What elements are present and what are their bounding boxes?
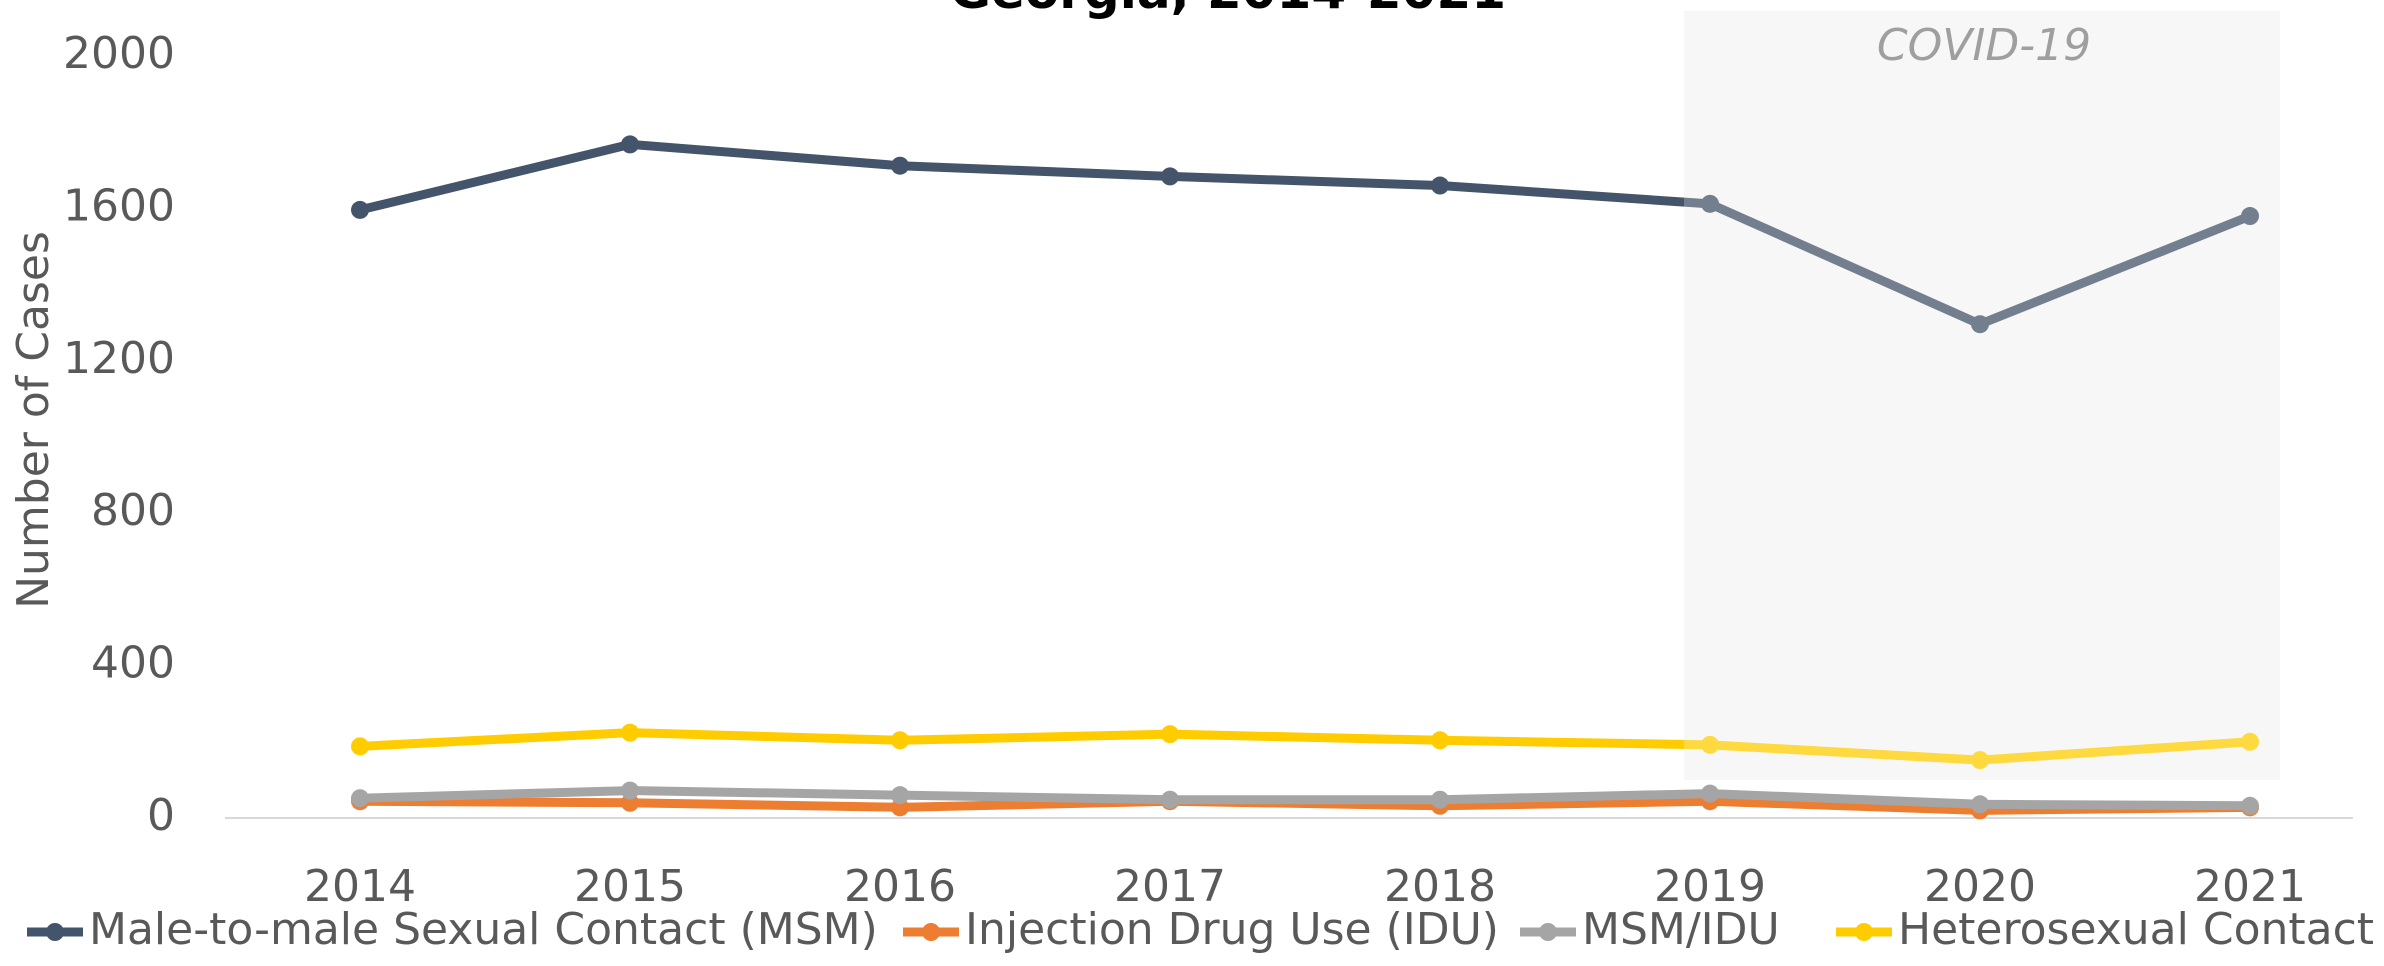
y-axis-label: Number of Cases <box>8 231 59 609</box>
point <box>1161 790 1179 809</box>
series-line <box>359 728 2251 765</box>
covid-region <box>1684 11 2280 780</box>
point <box>621 781 639 800</box>
x-tick-label: 2021 <box>2194 861 2306 912</box>
point <box>1431 790 1449 809</box>
point <box>891 156 909 175</box>
y-tick-label: 400 <box>91 638 175 689</box>
x-tick-label: 2018 <box>1384 861 1496 912</box>
x-tick-label: 2015 <box>574 861 686 912</box>
y-tick-label: 800 <box>91 485 175 536</box>
x-tick-label: 2014 <box>304 861 416 912</box>
legend-label: Male-to-male Sexual Contact (MSM) <box>89 904 878 955</box>
point <box>1701 735 1719 754</box>
legend-marker <box>1855 923 1873 941</box>
point <box>1161 725 1179 744</box>
point <box>351 200 369 219</box>
point <box>1431 176 1449 195</box>
point <box>2241 207 2259 226</box>
legend-label: Heterosexual Contact <box>1898 904 2374 955</box>
y-tick-label: 2000 <box>63 28 175 79</box>
point <box>891 786 909 805</box>
point <box>1431 731 1449 750</box>
covid-overlay <box>1684 11 2280 780</box>
point <box>1161 167 1179 186</box>
point <box>621 135 639 154</box>
point <box>2241 732 2259 751</box>
legend-marker <box>922 923 940 941</box>
point <box>2241 796 2259 815</box>
y-tick-label: 1600 <box>63 180 175 231</box>
chart-title: Georgia, 2014-2021 <box>950 0 1506 20</box>
y-tick-label: 1200 <box>63 333 175 384</box>
point <box>1701 784 1719 803</box>
legend-marker <box>1539 923 1557 941</box>
series-line <box>358 139 2252 329</box>
point <box>891 731 909 750</box>
legend-label: MSM/IDU <box>1582 904 1780 955</box>
point <box>1971 795 1989 814</box>
point <box>1971 751 1989 770</box>
point <box>1971 315 1989 334</box>
point <box>351 737 369 756</box>
point <box>351 789 369 808</box>
x-tick-label: 2020 <box>1924 861 2036 912</box>
annotation: COVID-19 <box>1877 20 2091 71</box>
series-line <box>359 786 2251 811</box>
point <box>1701 194 1719 213</box>
point <box>621 723 639 742</box>
x-tick-label: 2017 <box>1114 861 1226 912</box>
x-tick-label: 2019 <box>1654 861 1766 912</box>
y-tick-label: 0 <box>147 790 175 841</box>
legend-label: Injection Drug Use (IDU) <box>965 904 1499 955</box>
legend-marker <box>46 923 64 941</box>
x-tick-label: 2016 <box>844 861 956 912</box>
